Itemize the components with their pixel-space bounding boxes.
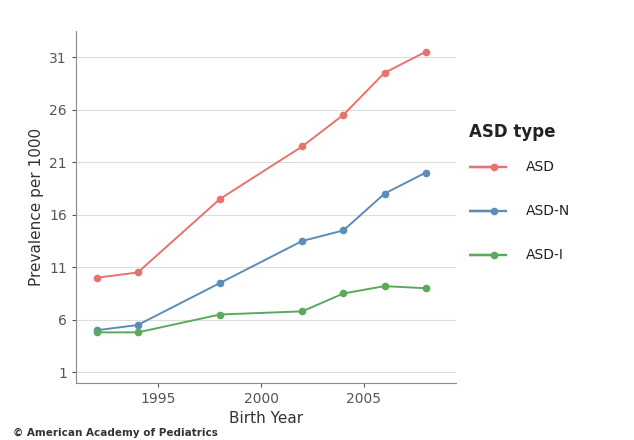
X-axis label: Birth Year: Birth Year — [230, 411, 303, 426]
ASD-I — [380, 283, 388, 289]
ASD — [134, 270, 141, 275]
Text: © American Academy of Pediatrics: © American Academy of Pediatrics — [13, 428, 217, 438]
ASD-N — [93, 328, 100, 333]
ASD-I — [299, 309, 306, 314]
ASD-N — [422, 170, 429, 175]
ASD — [216, 196, 224, 202]
ASD — [299, 144, 306, 149]
Line: ASD: ASD — [94, 49, 429, 281]
ASD-N — [216, 280, 224, 286]
ASD-I — [340, 291, 347, 296]
Line: ASD-N: ASD-N — [94, 169, 429, 334]
Text: ASD-I: ASD-I — [526, 248, 564, 262]
Line: ASD-I: ASD-I — [94, 283, 429, 335]
ASD-N — [380, 191, 388, 196]
Text: ASD type: ASD type — [469, 123, 555, 141]
ASD — [93, 275, 100, 280]
ASD — [380, 70, 388, 76]
ASD-I — [216, 312, 224, 317]
Text: ASD: ASD — [526, 160, 555, 174]
ASD-N — [299, 238, 306, 244]
ASD-I — [422, 286, 429, 291]
ASD — [340, 112, 347, 117]
ASD — [422, 49, 429, 55]
ASD-I — [93, 330, 100, 335]
ASD-N — [340, 228, 347, 233]
Text: ASD-N: ASD-N — [526, 204, 571, 218]
Y-axis label: Prevalence per 1000: Prevalence per 1000 — [29, 128, 44, 286]
ASD-I — [134, 330, 141, 335]
ASD-N — [134, 323, 141, 328]
